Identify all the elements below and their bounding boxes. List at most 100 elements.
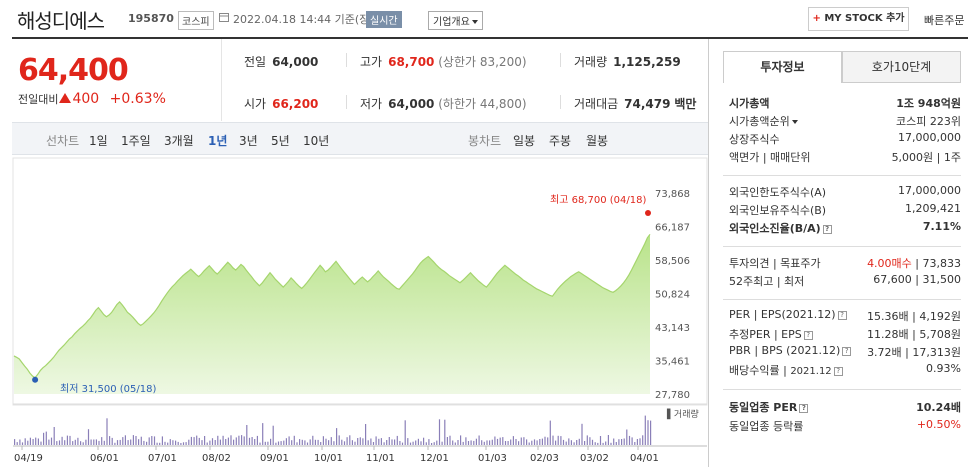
volume-bar (172, 440, 174, 445)
volume-bar (433, 442, 435, 445)
volume-bar (412, 441, 414, 445)
stat-label: 거래대금 (574, 97, 619, 111)
row-label: 동일업종 등락률 (729, 420, 804, 433)
volume-bar (16, 442, 18, 445)
realtime-badge[interactable]: 실시간 (366, 11, 402, 28)
volume-bar (270, 438, 272, 445)
volume-bar (399, 441, 401, 445)
volume-bar (175, 440, 177, 445)
volume-bar (167, 442, 169, 445)
volume-bar (277, 441, 280, 445)
divider (560, 53, 561, 67)
plus-icon: + (812, 13, 825, 24)
volume-bar (206, 442, 208, 445)
volume-bar (452, 440, 454, 445)
volume-bar (552, 435, 554, 445)
help-icon[interactable]: ? (833, 366, 843, 376)
quick-order-link[interactable]: 빠른주문 (924, 14, 965, 27)
volume-bar (631, 437, 633, 445)
volume-bar (370, 438, 372, 445)
volume-bar (320, 442, 322, 445)
volume-bar (512, 436, 514, 445)
row-value: 1조 948억원 (896, 97, 961, 110)
volume-bar (119, 439, 121, 445)
company-overview-dropdown[interactable]: 기업개요 (428, 11, 483, 30)
volume-bar (489, 440, 491, 445)
volume-bar (338, 435, 340, 445)
volume-bar (391, 439, 393, 445)
volume-bar (613, 438, 615, 445)
row-value: 코스피 223위 (896, 115, 961, 128)
stat-value: 74,479 (624, 97, 671, 111)
volume-bar (357, 438, 359, 445)
row-label: 외국인한도주식수(A) (729, 186, 827, 199)
row-label: 동일업종 PER? (729, 399, 809, 415)
candle-weekly[interactable]: 주봉 (549, 134, 572, 148)
volume-bar (45, 431, 47, 445)
volume-bar (591, 439, 594, 445)
candle-monthly[interactable]: 월봉 (586, 134, 609, 148)
chart-toolbar: 선차트 1일 1주일 3개월 1년 3년 5년 10년 봉차트 일봉 주봉 월봉 (12, 122, 708, 155)
period-3m[interactable]: 3개월 (164, 134, 194, 148)
help-icon[interactable]: ? (837, 310, 847, 320)
stat-label: 거래량 (574, 55, 608, 69)
price-stats: 전일 64,000 고가 68,700 (상한가 83,200) 거래량 1,125,… (222, 39, 708, 121)
volume-bar (454, 442, 456, 445)
dividend-period: 2021.12 (790, 366, 832, 377)
volume-bar (494, 436, 496, 445)
volume-bar (85, 439, 87, 445)
volume-bar (317, 439, 319, 445)
volume-bar (159, 442, 161, 445)
volume-bar (322, 436, 324, 445)
volume-bar (346, 437, 348, 445)
volume-bar (306, 442, 309, 445)
volume-bar (103, 440, 105, 445)
row-value: 0.93% (926, 362, 961, 375)
volume-bar (111, 437, 113, 445)
volume-bar (409, 442, 412, 445)
chevron-down-icon[interactable] (791, 120, 798, 124)
volume-bar (58, 440, 61, 445)
change-amount: 400 (72, 91, 100, 107)
volume-bar (185, 442, 187, 445)
help-icon[interactable]: ? (803, 330, 813, 340)
period-3y[interactable]: 3년 (239, 134, 258, 148)
tab-hoga[interactable]: 호가10단계 (842, 51, 961, 83)
calendar-icon (219, 13, 229, 22)
volume-bar (578, 438, 580, 445)
period-10y[interactable]: 10년 (303, 134, 330, 148)
low-marker (32, 376, 39, 383)
row-value: 17,000,000 (898, 184, 961, 197)
stock-name: 해성디에스 (17, 9, 105, 33)
est-per-label: 추정PER | EPS (729, 328, 802, 341)
volume-bar (95, 439, 97, 445)
volume-bar (636, 439, 638, 445)
period-1d[interactable]: 1일 (89, 134, 108, 148)
chevron-down-icon (471, 20, 478, 24)
period-5y[interactable]: 5년 (271, 134, 290, 148)
volume-bar (491, 439, 493, 445)
price-chart[interactable]: 73,868 66,187 58,506 50,824 43,143 35,461 27,7… (12, 156, 708, 467)
volume-bar (470, 440, 472, 445)
add-mystock-button[interactable]: + MY STOCK 추가 (808, 7, 909, 31)
volume-bar (515, 439, 517, 445)
tab-invest-info[interactable]: 투자정보 (723, 51, 842, 83)
pbr-value: 3.72배 (867, 346, 902, 359)
volume-bar (647, 420, 649, 445)
period-1w[interactable]: 1주일 (121, 134, 151, 148)
volume-bar (264, 441, 266, 445)
candle-daily[interactable]: 일봉 (513, 134, 536, 148)
stat-label: 전일 (244, 55, 267, 69)
help-icon[interactable]: ? (842, 346, 852, 356)
rank-label-text: 시가총액순위 (729, 115, 790, 128)
help-icon[interactable]: ? (799, 403, 809, 413)
header-divider (12, 37, 968, 39)
period-1y[interactable]: 1년 (208, 134, 228, 148)
stock-code: 195870 (128, 12, 174, 25)
volume-bar (504, 441, 507, 445)
volume-bar (415, 440, 417, 445)
help-icon[interactable]: ? (822, 224, 832, 234)
volume-bar (330, 437, 332, 445)
volume-bar (161, 436, 163, 445)
volume-bar (528, 442, 530, 445)
